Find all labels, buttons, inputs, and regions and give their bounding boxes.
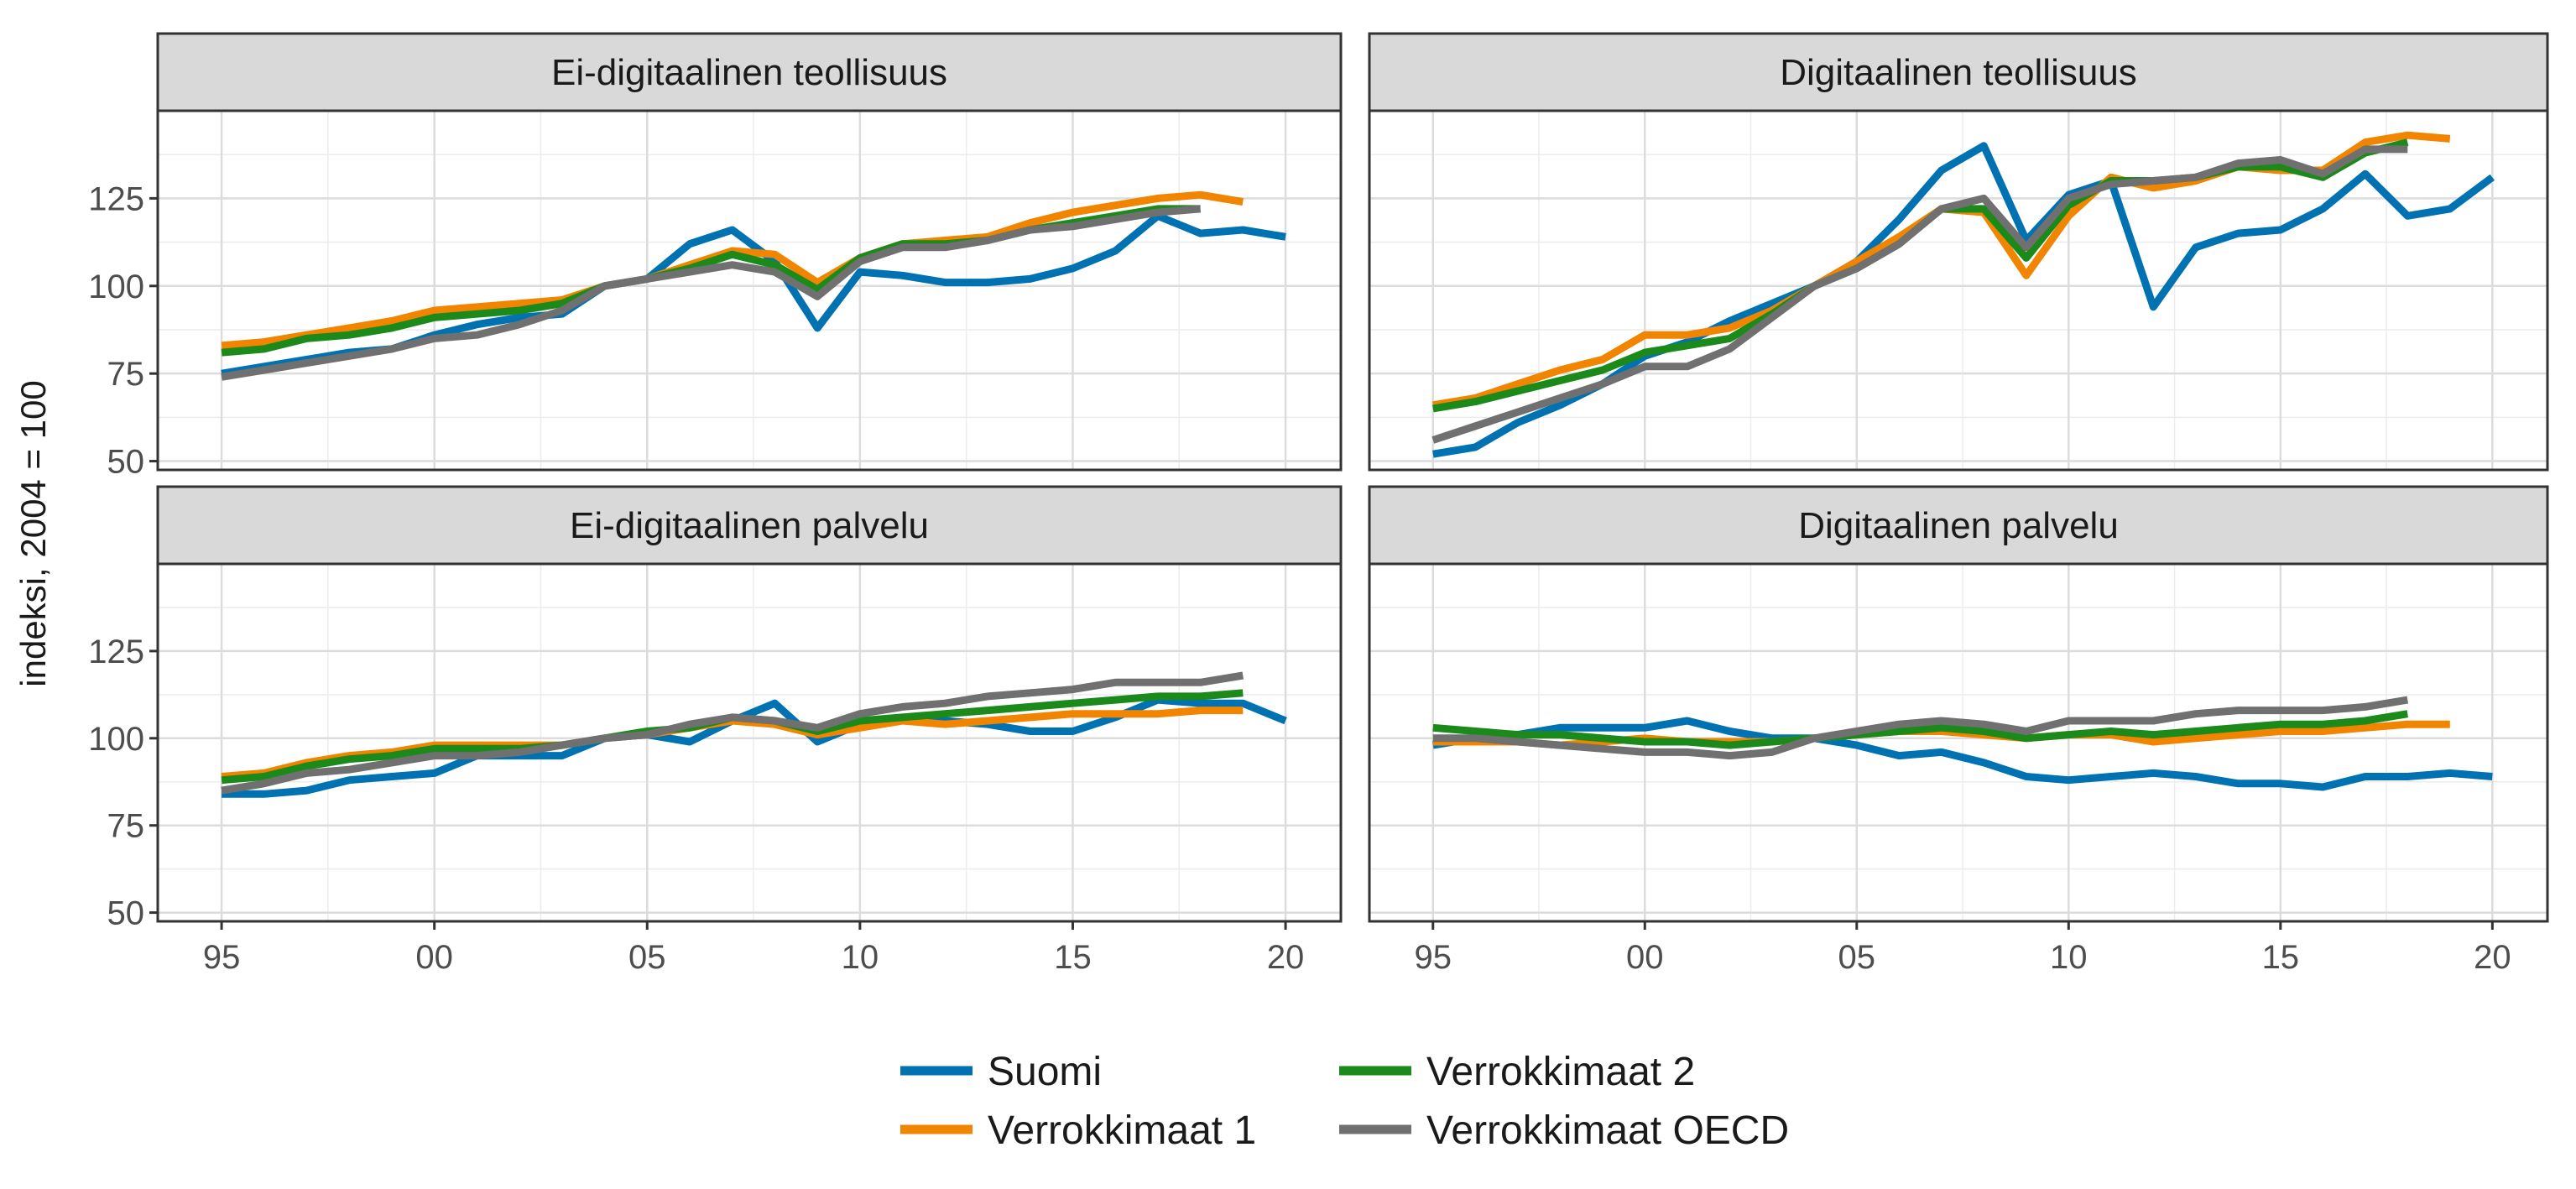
x-tick-label: 20 xyxy=(1267,939,1305,976)
panel-strip xyxy=(1368,485,2549,566)
x-tick-label: 15 xyxy=(1054,939,1092,976)
y-tick-label: 75 xyxy=(107,356,145,393)
x-tick-label: 10 xyxy=(842,939,879,976)
legend-label: Verrokkimaat 1 xyxy=(988,1108,1256,1153)
y-tick-label: 125 xyxy=(88,634,144,670)
y-axis-title: indeksi, 2004 = 100 xyxy=(13,380,53,686)
x-tick-label: 05 xyxy=(628,939,666,976)
legend-item-suomi: Suomi xyxy=(900,1050,1102,1094)
legend-label: Verrokkimaat 2 xyxy=(1426,1050,1695,1094)
legend-label: Suomi xyxy=(988,1050,1102,1094)
legend: Suomi Verrokkimaat 1 Verrokkimaat 2 Verrokk… xyxy=(900,1050,1789,1153)
panel-background xyxy=(158,111,1341,470)
panel-strip xyxy=(1368,32,2549,112)
x-tick-label: 00 xyxy=(1626,939,1664,976)
x-tick-label: 05 xyxy=(1838,939,1876,976)
legend-item-verrokkimaat-1: Verrokkimaat 1 xyxy=(900,1108,1256,1153)
panel-title: Digitaalinen teollisuus xyxy=(1780,52,2137,93)
series-line-verrokkimaat-oecd xyxy=(221,671,1244,795)
series-line-verrokkimaat-2 xyxy=(1432,710,2409,749)
panel-digitaalinen-teollisuus: Digitaalinen teollisuus xyxy=(1368,32,2549,472)
panel-border xyxy=(1368,109,2549,472)
panel-digitaalinen-palvelu: Digitaalinen palvelu 95 00 05 10 15 20 xyxy=(1368,485,2549,976)
series-line-verrokkimaat-oecd xyxy=(1432,696,2409,760)
y-tick-label: 100 xyxy=(88,269,144,305)
legend-item-verrokkimaat-2: Verrokkimaat 2 xyxy=(1339,1050,1695,1094)
series-line-verrokkimaat-oecd xyxy=(221,205,1201,381)
series-line-suomi xyxy=(1432,717,2493,791)
series-line-suomi xyxy=(222,696,1287,798)
panel-ei-digitaalinen-palvelu: Ei-digitaalinen palvelu 50 75 100 125 95 00 05 1… xyxy=(88,485,1343,976)
y-tick-label: 100 xyxy=(88,721,144,758)
x-tick-label: 00 xyxy=(415,939,453,976)
y-tick-label: 125 xyxy=(88,180,144,217)
legend-label: Verrokkimaat OECD xyxy=(1426,1108,1789,1153)
panel-title: Digitaalinen palvelu xyxy=(1798,505,2119,546)
panel-title: Ei-digitaalinen palvelu xyxy=(570,505,929,546)
y-tick-label: 50 xyxy=(107,895,145,932)
panel-border xyxy=(156,562,1343,923)
legend-item-verrokkimaat-oecd: Verrokkimaat OECD xyxy=(1339,1108,1789,1153)
panel-border xyxy=(156,109,1343,472)
x-tick-label: 15 xyxy=(2262,939,2300,976)
panel-border xyxy=(1368,562,2549,923)
panel-title: Ei-digitaalinen teollisuus xyxy=(551,52,947,93)
y-tick-label: 50 xyxy=(107,444,145,481)
x-tick-label: 95 xyxy=(1415,939,1452,976)
x-tick-label: 20 xyxy=(2474,939,2511,976)
x-tick-label: 10 xyxy=(2050,939,2088,976)
panel-strip xyxy=(156,32,1343,112)
panels-layer: Ei-digitaalinen teollisuus 50 75 100 125 Digi… xyxy=(88,32,2549,976)
panel-background xyxy=(158,564,1341,921)
panel-ei-digitaalinen-teollisuus: Ei-digitaalinen teollisuus 50 75 100 125 xyxy=(88,32,1343,481)
panel-background xyxy=(1369,111,2547,470)
panel-strip xyxy=(156,485,1343,566)
x-tick-label: 95 xyxy=(203,939,241,976)
series-line-verrokkimaat-oecd xyxy=(1431,145,2408,444)
y-tick-label: 75 xyxy=(107,808,145,845)
